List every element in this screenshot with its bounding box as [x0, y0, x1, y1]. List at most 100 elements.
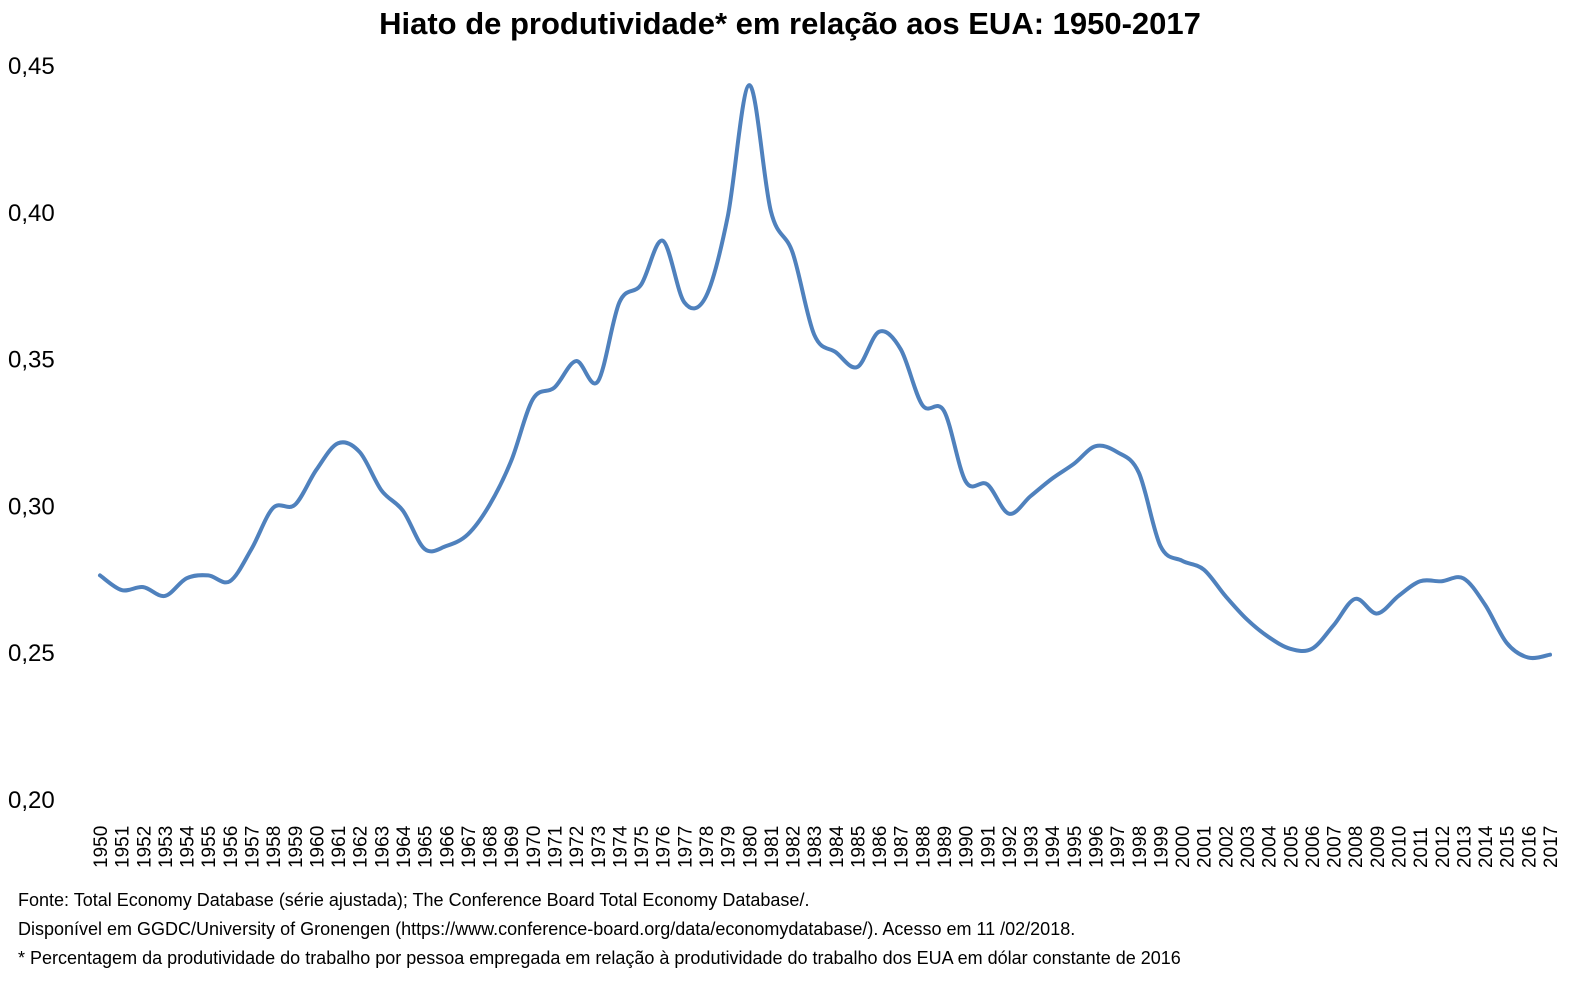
data-point-2012	[1440, 579, 1444, 583]
data-point-1976	[661, 239, 665, 243]
x-tick-label: 1985	[848, 826, 869, 868]
x-tick-label: 2010	[1390, 826, 1411, 868]
x-tick-label: 1970	[524, 826, 545, 868]
chart-notes: Fonte: Total Economy Database (série aju…	[18, 886, 1181, 973]
x-tick-label: 1989	[935, 826, 956, 868]
data-point-2015	[1505, 641, 1509, 645]
x-tick-label: 1976	[654, 826, 675, 868]
x-tick-label: 2012	[1433, 826, 1454, 868]
data-point-1985	[855, 365, 859, 369]
y-tick-label: 0,25	[8, 640, 55, 667]
x-tick-label: 1954	[178, 825, 199, 868]
x-tick-label: 1968	[481, 826, 502, 868]
data-point-1969	[509, 459, 513, 463]
x-tick-label: 1955	[199, 826, 220, 868]
x-tick-label: 2003	[1238, 826, 1259, 868]
x-tick-label: 1992	[1000, 826, 1021, 868]
x-tick-label: 1969	[502, 826, 523, 868]
x-tick-label: 1952	[134, 826, 155, 868]
x-tick-label: 1993	[1022, 826, 1043, 868]
x-tick-label: 1978	[697, 826, 718, 868]
data-point-1958	[271, 506, 275, 510]
x-tick-label: 1996	[1087, 826, 1108, 868]
x-tick-label: 2014	[1476, 825, 1497, 868]
data-point-1995	[1072, 462, 1076, 466]
data-point-2009	[1375, 612, 1379, 616]
x-tick-label: 1972	[567, 826, 588, 868]
data-point-2016	[1526, 656, 1530, 660]
x-tick-label: 1981	[762, 826, 783, 868]
data-point-2011	[1418, 579, 1422, 583]
x-tick-label: 1995	[1065, 826, 1086, 868]
data-point-2007	[1332, 623, 1336, 627]
x-tick-label: 1999	[1151, 826, 1172, 868]
x-tick-label: 2005	[1281, 826, 1302, 868]
line-chart: 0,200,250,300,350,400,45 1950 1951 1952 195…	[8, 53, 1562, 868]
data-point-1975	[639, 283, 643, 287]
x-tick-label: 1959	[286, 826, 307, 868]
data-point-1961	[336, 441, 340, 445]
data-point-1967	[466, 532, 470, 536]
x-tick-label: 1979	[719, 826, 740, 868]
data-point-1990	[964, 479, 968, 483]
data-point-1989	[942, 409, 946, 413]
source-note: Fonte: Total Economy Database (série aju…	[18, 890, 810, 910]
x-tick-label: 1967	[459, 826, 480, 868]
data-point-1959	[293, 503, 297, 507]
series-line	[98, 83, 1552, 661]
chart-title: Hiato de produtividade* em relação aos E…	[379, 6, 1201, 41]
data-point-1980	[747, 83, 751, 87]
x-tick-label: 2009	[1368, 826, 1389, 868]
x-tick-label: 1961	[329, 826, 350, 868]
data-point-1953	[163, 594, 167, 598]
data-point-1960	[314, 468, 318, 472]
data-point-1964	[401, 509, 405, 513]
data-point-2006	[1310, 647, 1314, 651]
data-point-1966	[444, 544, 448, 548]
x-tick-label: 1964	[394, 825, 415, 868]
x-tick-label: 1994	[1043, 825, 1064, 868]
x-tick-label: 2008	[1346, 826, 1367, 868]
x-tick-label: 1971	[545, 826, 566, 868]
data-point-1993	[1029, 494, 1033, 498]
series-layer	[98, 83, 1552, 661]
data-point-1979	[726, 215, 730, 219]
data-point-1983	[812, 333, 816, 337]
data-point-1974	[617, 300, 621, 304]
x-tick-label: 2007	[1325, 826, 1346, 868]
x-tick-label: 1977	[675, 826, 696, 868]
x-tick-label: 1966	[437, 826, 458, 868]
x-tick-label: 1980	[740, 826, 761, 868]
data-point-1997	[1115, 450, 1119, 454]
data-point-2014	[1483, 603, 1487, 607]
x-tick-label: 1983	[805, 826, 826, 868]
x-tick-label: 2001	[1195, 826, 1216, 868]
x-tick-label: 1998	[1130, 826, 1151, 868]
y-tick-label: 0,45	[8, 53, 55, 80]
x-tick-label: 1951	[113, 826, 134, 868]
x-tick-label: 1950	[91, 826, 112, 868]
data-point-2013	[1461, 576, 1465, 580]
footnote: * Percentagem da produtividade do trabal…	[18, 948, 1181, 968]
x-tick-label: 1990	[957, 826, 978, 868]
data-point-1978	[704, 294, 708, 298]
x-tick-label: 2015	[1498, 826, 1519, 868]
data-point-2005	[1288, 647, 1292, 651]
data-point-1994	[1050, 477, 1054, 481]
data-point-2001	[1202, 568, 1206, 572]
x-tick-label: 1957	[242, 826, 263, 868]
data-point-1973	[596, 380, 600, 384]
data-point-2002	[1223, 594, 1227, 598]
x-tick-label: 1984	[827, 825, 848, 868]
x-tick-label: 1965	[416, 826, 437, 868]
y-axis: 0,20 0,25 0,30 0,35 0,40 0,45	[8, 53, 55, 814]
x-tick-label: 1958	[264, 826, 285, 868]
x-tick-label: 2017	[1541, 826, 1562, 868]
data-point-1988	[920, 403, 924, 407]
x-tick-label: 1991	[978, 826, 999, 868]
y-tick-label: 0,20	[8, 787, 55, 814]
data-point-1971	[552, 385, 556, 389]
x-tick-label: 2006	[1303, 826, 1324, 868]
x-axis: 1950 1951 1952 1953 1954 1955 1956 1957 1958 1959…	[91, 825, 1562, 868]
x-tick-label: 2004	[1260, 825, 1281, 868]
